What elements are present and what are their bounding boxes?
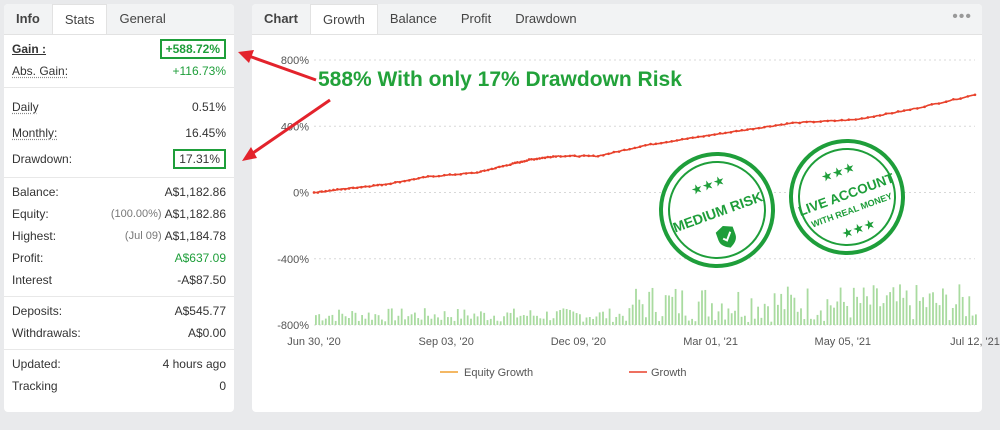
balance-value: A$1,182.86	[164, 185, 226, 199]
rates-group: Daily 0.51% Monthly: 16.45% Drawdown: 17…	[4, 88, 234, 178]
withdrawals-label: Withdrawals:	[12, 326, 81, 340]
gain-value: +588.72%	[159, 39, 226, 59]
updated-label: Updated:	[12, 357, 61, 371]
gain-row: Gain : +588.72%	[12, 38, 226, 60]
deposits-value: A$545.77	[174, 304, 226, 318]
tracking-row: Tracking 0	[12, 375, 226, 397]
tab-info[interactable]: Info	[16, 11, 40, 26]
highest-value: A$1,184.78	[164, 229, 226, 243]
chart-panel: Chart Growth Balance Profit Drawdown •••	[252, 4, 982, 412]
deposits-label: Deposits:	[12, 304, 63, 318]
daily-label[interactable]: Daily	[12, 100, 39, 114]
meta-group: Updated: 4 hours ago Tracking 0	[4, 350, 234, 402]
growth-annotation: 588% With only 17% Drawdown Risk	[318, 68, 682, 91]
deposits-group: Deposits: A$545.77 Withdrawals: A$0.00	[4, 297, 234, 350]
profit-label: Profit:	[12, 251, 44, 265]
abs-gain-label[interactable]: Abs. Gain:	[12, 64, 69, 78]
highest-note: (Jul 09)	[124, 230, 162, 242]
balance-group: Balance: A$1,182.86 Equity: (100.00%) A$…	[4, 178, 234, 297]
drawdown-label: Drawdown:	[12, 152, 73, 166]
balance-row: Balance: A$1,182.86	[12, 181, 226, 203]
equity-label: Equity:	[12, 207, 49, 221]
daily-row: Daily 0.51%	[12, 94, 226, 120]
drawdown-row: Drawdown: 17.31%	[12, 146, 226, 172]
monthly-value: 16.45%	[185, 126, 226, 140]
monthly-label[interactable]: Monthly:	[12, 126, 58, 140]
tab-growth[interactable]: Growth	[309, 4, 378, 34]
abs-gain-row: Abs. Gain: +116.73%	[12, 60, 226, 82]
chart-tab-bar: Chart Growth Balance Profit Drawdown •••	[252, 4, 982, 35]
drawdown-value: 17.31%	[173, 149, 226, 169]
equity-note: (100.00%)	[110, 208, 162, 220]
interest-label: Interest	[12, 273, 53, 287]
balance-label: Balance:	[12, 185, 59, 199]
interest-row: Interest -A$87.50	[12, 269, 226, 291]
tracking-value: 0	[219, 379, 226, 393]
tracking-label: Tracking	[12, 379, 58, 393]
deposits-row: Deposits: A$545.77	[12, 300, 226, 322]
highest-label: Highest:	[12, 229, 57, 243]
tab-chart[interactable]: Chart	[264, 11, 298, 26]
updated-value: 4 hours ago	[162, 357, 226, 371]
equity-value: A$1,182.86	[164, 207, 226, 221]
tab-drawdown[interactable]: Drawdown	[515, 11, 577, 26]
tab-general[interactable]: General	[119, 11, 166, 26]
withdrawals-value: A$0.00	[187, 326, 226, 340]
interest-value: -A$87.50	[177, 273, 226, 287]
left-tab-bar: Info Stats General	[4, 4, 234, 35]
daily-value: 0.51%	[191, 100, 226, 114]
more-options-icon[interactable]: •••	[952, 8, 972, 25]
tab-balance[interactable]: Balance	[389, 11, 437, 26]
equity-row: Equity: (100.00%) A$1,182.86	[12, 203, 226, 225]
gain-label: Gain :	[12, 42, 47, 56]
abs-gain-value: +116.73%	[172, 64, 227, 78]
tab-stats[interactable]: Stats	[51, 4, 108, 34]
withdrawals-row: Withdrawals: A$0.00	[12, 322, 226, 344]
updated-row: Updated: 4 hours ago	[12, 353, 226, 375]
tab-profit[interactable]: Profit	[460, 11, 492, 26]
profit-row: Profit: A$637.09	[12, 247, 226, 269]
gain-group: Gain : +588.72% Abs. Gain: +116.73%	[4, 35, 234, 88]
monthly-row: Monthly: 16.45%	[12, 120, 226, 146]
stats-panel: Info Stats General Gain : +588.72% Abs. …	[4, 4, 234, 412]
highest-row: Highest: (Jul 09) A$1,184.78	[12, 225, 226, 247]
profit-value: A$637.09	[174, 251, 226, 265]
